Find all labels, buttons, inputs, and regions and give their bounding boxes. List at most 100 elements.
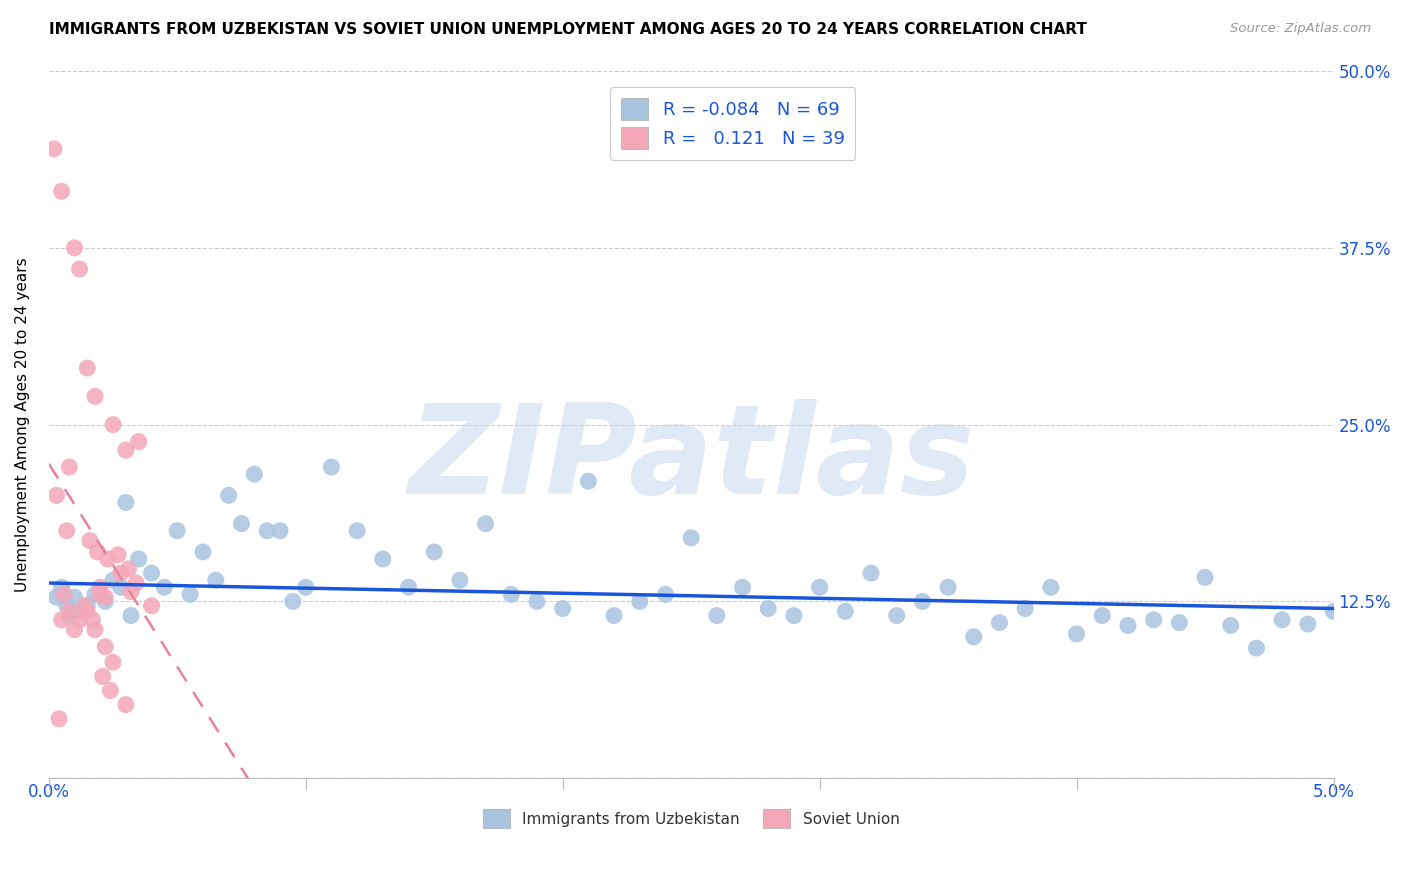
- Point: [153, 580, 176, 594]
- Point: [91, 669, 114, 683]
- Point: [1116, 618, 1139, 632]
- Point: [128, 552, 150, 566]
- Point: [120, 608, 142, 623]
- Point: [281, 594, 304, 608]
- Point: [101, 417, 124, 432]
- Point: [474, 516, 496, 531]
- Point: [886, 608, 908, 623]
- Point: [1014, 601, 1036, 615]
- Point: [114, 698, 136, 712]
- Point: [58, 604, 80, 618]
- Point: [84, 389, 107, 403]
- Point: [79, 533, 101, 548]
- Point: [808, 580, 831, 594]
- Point: [1296, 617, 1319, 632]
- Text: IMMIGRANTS FROM UZBEKISTAN VS SOVIET UNION UNEMPLOYMENT AMONG AGES 20 TO 24 YEAR: IMMIGRANTS FROM UZBEKISTAN VS SOVIET UNI…: [49, 22, 1087, 37]
- Y-axis label: Unemployment Among Ages 20 to 24 years: Unemployment Among Ages 20 to 24 years: [15, 257, 30, 592]
- Point: [110, 580, 132, 594]
- Point: [94, 590, 117, 604]
- Legend: Immigrants from Uzbekistan, Soviet Union: Immigrants from Uzbekistan, Soviet Union: [477, 804, 905, 834]
- Point: [69, 262, 91, 277]
- Point: [603, 608, 626, 623]
- Point: [859, 566, 882, 581]
- Text: Source: ZipAtlas.com: Source: ZipAtlas.com: [1230, 22, 1371, 36]
- Point: [551, 601, 574, 615]
- Point: [371, 552, 394, 566]
- Point: [1143, 613, 1166, 627]
- Point: [63, 590, 86, 604]
- Point: [449, 573, 471, 587]
- Point: [834, 604, 856, 618]
- Point: [94, 640, 117, 654]
- Point: [100, 683, 122, 698]
- Point: [1219, 618, 1241, 632]
- Point: [218, 488, 240, 502]
- Point: [89, 580, 111, 594]
- Point: [110, 566, 132, 581]
- Point: [231, 516, 253, 531]
- Point: [58, 608, 80, 623]
- Point: [94, 594, 117, 608]
- Point: [576, 474, 599, 488]
- Point: [101, 573, 124, 587]
- Point: [988, 615, 1011, 630]
- Point: [101, 655, 124, 669]
- Point: [936, 580, 959, 594]
- Point: [294, 580, 316, 594]
- Point: [1271, 613, 1294, 627]
- Point: [45, 590, 67, 604]
- Point: [55, 599, 77, 613]
- Point: [191, 545, 214, 559]
- Point: [51, 580, 73, 594]
- Point: [756, 601, 779, 615]
- Point: [1066, 627, 1088, 641]
- Point: [45, 488, 67, 502]
- Point: [963, 630, 986, 644]
- Point: [48, 712, 70, 726]
- Point: [114, 495, 136, 509]
- Point: [141, 566, 163, 581]
- Point: [120, 584, 142, 599]
- Point: [58, 460, 80, 475]
- Point: [1091, 608, 1114, 623]
- Point: [731, 580, 754, 594]
- Point: [82, 613, 104, 627]
- Point: [166, 524, 188, 538]
- Point: [128, 434, 150, 449]
- Point: [346, 524, 368, 538]
- Point: [53, 587, 76, 601]
- Point: [89, 587, 111, 601]
- Point: [706, 608, 728, 623]
- Point: [269, 524, 291, 538]
- Point: [84, 587, 107, 601]
- Text: ZIPatlas: ZIPatlas: [408, 400, 974, 521]
- Point: [84, 623, 107, 637]
- Point: [69, 613, 91, 627]
- Point: [55, 524, 77, 538]
- Point: [256, 524, 278, 538]
- Point: [141, 599, 163, 613]
- Point: [51, 613, 73, 627]
- Point: [681, 531, 703, 545]
- Point: [63, 623, 86, 637]
- Point: [76, 599, 98, 613]
- Point: [76, 604, 98, 618]
- Point: [86, 545, 108, 559]
- Point: [398, 580, 420, 594]
- Point: [114, 443, 136, 458]
- Point: [51, 184, 73, 198]
- Point: [526, 594, 548, 608]
- Point: [501, 587, 523, 601]
- Point: [423, 545, 446, 559]
- Point: [179, 587, 201, 601]
- Point: [321, 460, 343, 475]
- Point: [911, 594, 934, 608]
- Point: [76, 361, 98, 376]
- Point: [89, 587, 111, 601]
- Point: [73, 599, 96, 613]
- Point: [783, 608, 806, 623]
- Point: [107, 548, 129, 562]
- Point: [97, 552, 120, 566]
- Point: [1246, 641, 1268, 656]
- Point: [117, 562, 139, 576]
